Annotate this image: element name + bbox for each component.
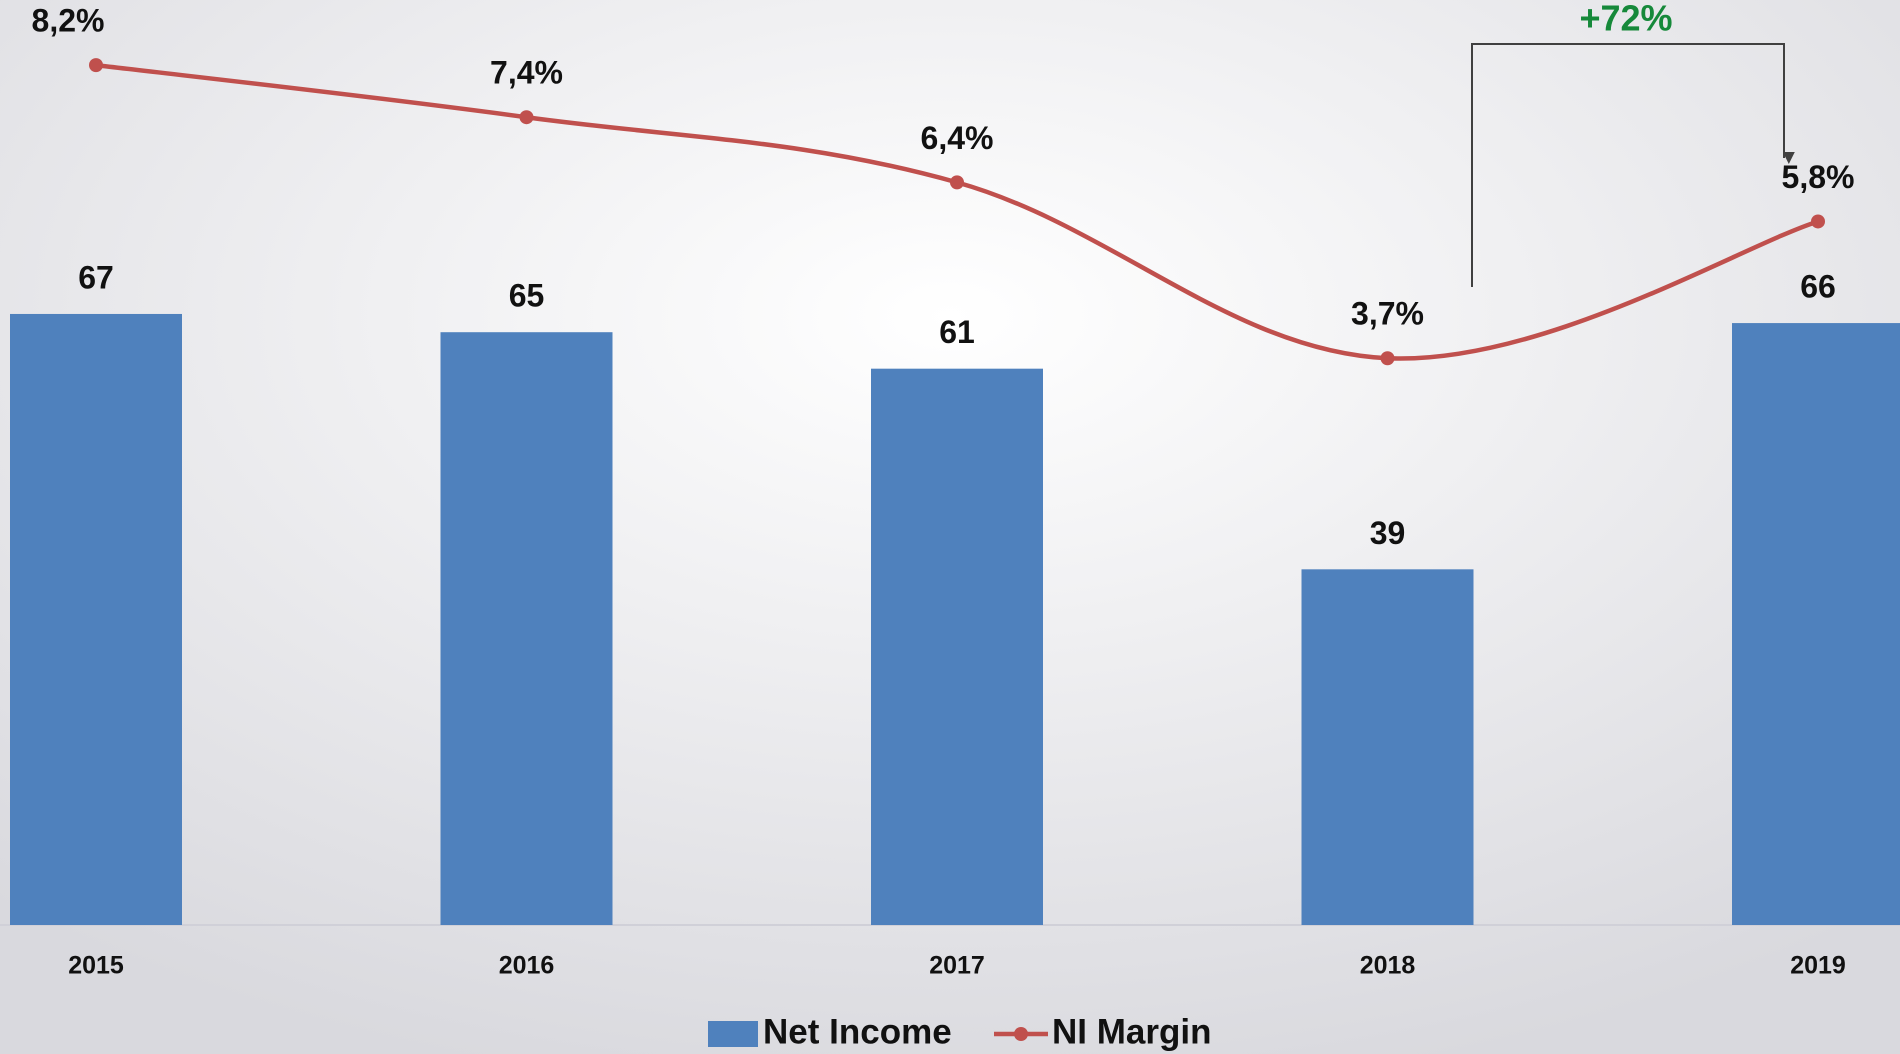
x-tick-label: 2016 (499, 952, 555, 980)
x-tick-label: 2017 (929, 952, 985, 980)
bar-label: 66 (1800, 269, 1836, 305)
bar (10, 313, 182, 926)
bar-label: 39 (1370, 515, 1406, 551)
bar-label: 65 (509, 278, 545, 314)
line-label: 3,7% (1351, 296, 1424, 332)
line-marker (950, 175, 964, 190)
legend-label: Net Income (763, 1012, 952, 1051)
bar-label: 61 (939, 314, 975, 350)
bar (1301, 569, 1474, 925)
bar (871, 368, 1043, 925)
legend-swatch (1014, 1027, 1028, 1041)
x-tick-label: 2018 (1360, 952, 1416, 980)
annotation: +72% (1579, 0, 1672, 39)
line-marker (89, 58, 103, 73)
line-marker (519, 110, 534, 125)
annotation-bracket (1471, 43, 1795, 287)
line-label: 6,4% (921, 120, 994, 156)
line-label: 8,2% (32, 3, 105, 39)
x-tick-label: 2019 (1790, 952, 1846, 980)
bar-label: 67 (78, 259, 114, 295)
legend-swatch (708, 1021, 758, 1047)
legend-label: NI Margin (1052, 1012, 1211, 1051)
line-marker (1811, 214, 1825, 229)
line (95, 62, 1819, 361)
bar (1732, 323, 1900, 926)
line-label: 5,8% (1782, 159, 1855, 195)
bar (440, 332, 613, 925)
line-label: 7,4% (490, 55, 563, 91)
x-tick-label: 2015 (68, 952, 124, 980)
line-marker (1380, 351, 1395, 366)
